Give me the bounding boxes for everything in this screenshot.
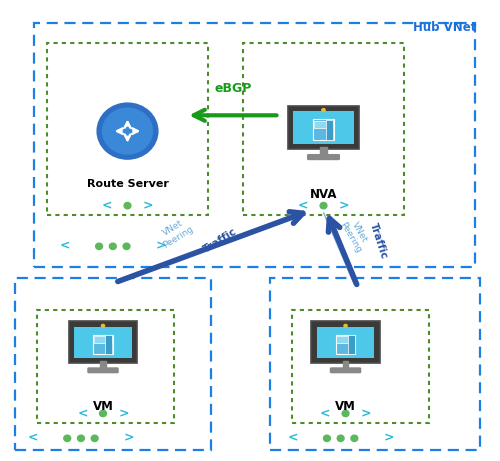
Circle shape [351, 435, 358, 442]
FancyBboxPatch shape [288, 106, 360, 149]
FancyBboxPatch shape [87, 367, 119, 373]
Text: >: > [124, 432, 134, 445]
Text: <: < [288, 432, 298, 445]
Text: >: > [384, 432, 394, 445]
Circle shape [337, 435, 344, 442]
Circle shape [78, 435, 84, 442]
FancyBboxPatch shape [312, 321, 380, 363]
FancyBboxPatch shape [326, 120, 333, 140]
Bar [46, 43, 208, 215]
FancyBboxPatch shape [69, 321, 137, 363]
Circle shape [324, 435, 330, 442]
Text: >: > [143, 199, 154, 212]
Bar [292, 310, 429, 422]
Circle shape [96, 243, 102, 249]
Text: VM: VM [92, 400, 114, 413]
FancyBboxPatch shape [336, 335, 355, 355]
Circle shape [102, 108, 152, 154]
FancyBboxPatch shape [348, 335, 355, 354]
Text: VNet
Peering: VNet Peering [156, 215, 195, 250]
Text: Hub VNet: Hub VNet [414, 21, 477, 34]
Text: <: < [60, 240, 70, 253]
Text: >: > [339, 199, 349, 212]
Bar [37, 310, 174, 422]
Text: Traffic: Traffic [202, 226, 239, 254]
Text: NVA: NVA [310, 188, 337, 201]
FancyBboxPatch shape [293, 111, 354, 144]
Bar [242, 43, 404, 215]
Text: >: > [156, 240, 166, 253]
Text: >: > [361, 407, 372, 420]
Text: VM: VM [335, 400, 356, 413]
FancyBboxPatch shape [74, 326, 132, 358]
FancyBboxPatch shape [336, 336, 355, 343]
Circle shape [124, 202, 131, 209]
Text: <: < [102, 199, 112, 212]
Bar [270, 278, 480, 449]
FancyBboxPatch shape [314, 121, 333, 128]
Circle shape [344, 325, 347, 327]
Text: Route Server: Route Server [86, 178, 168, 189]
FancyBboxPatch shape [314, 119, 334, 140]
FancyBboxPatch shape [105, 335, 112, 354]
Bar [320, 147, 326, 155]
Circle shape [97, 103, 158, 159]
Circle shape [322, 108, 325, 112]
FancyBboxPatch shape [316, 326, 374, 358]
Circle shape [320, 202, 327, 209]
Circle shape [91, 435, 98, 442]
Text: <: < [28, 432, 38, 445]
FancyBboxPatch shape [94, 335, 112, 355]
Circle shape [102, 325, 104, 327]
Text: >: > [118, 407, 129, 420]
Bar [15, 278, 211, 449]
Bar [34, 23, 475, 266]
Text: <: < [320, 407, 330, 420]
FancyBboxPatch shape [94, 336, 112, 343]
Bar [342, 361, 348, 369]
Circle shape [110, 243, 116, 249]
Text: <: < [77, 407, 88, 420]
Text: eBGP: eBGP [214, 82, 252, 95]
Text: VNet
Peering: VNet Peering [338, 215, 372, 254]
FancyBboxPatch shape [307, 154, 340, 160]
Bar [100, 361, 106, 369]
Circle shape [342, 410, 349, 417]
Text: Traffic: Traffic [368, 221, 389, 260]
Circle shape [64, 435, 70, 442]
Circle shape [123, 243, 130, 249]
FancyBboxPatch shape [330, 367, 362, 373]
Circle shape [100, 410, 106, 417]
Text: <: < [298, 199, 308, 212]
